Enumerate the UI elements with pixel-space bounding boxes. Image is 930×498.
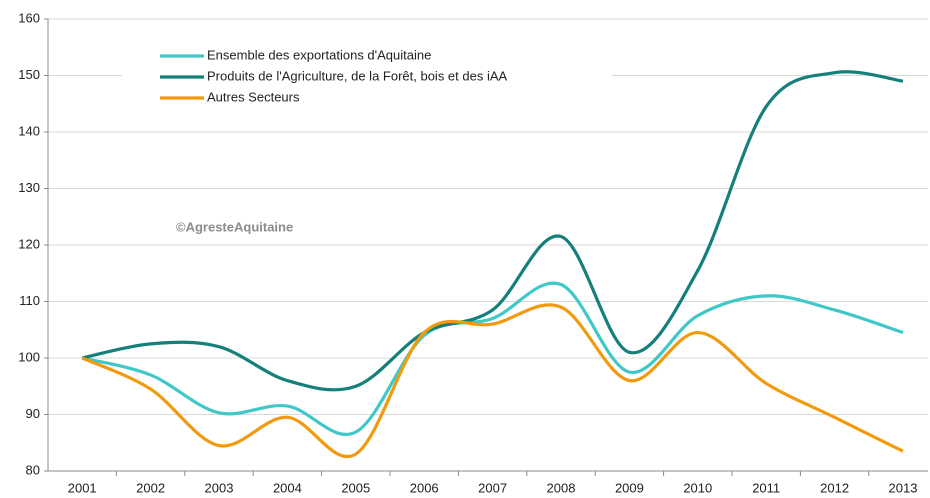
y-tick-label: 120: [18, 236, 40, 251]
legend-bg: [122, 40, 612, 118]
x-tick-label: 2002: [136, 480, 165, 495]
y-tick-label: 160: [18, 10, 40, 25]
y-tick-label: 110: [19, 293, 40, 308]
watermark: ©AgresteAquitaine: [176, 219, 293, 234]
x-tick-label: 2012: [820, 480, 849, 495]
x-tick-label: 2001: [68, 480, 97, 495]
line-series: [81, 281, 904, 436]
y-tick-label: 90: [26, 406, 40, 421]
x-tick-label: 2010: [683, 480, 712, 495]
x-tick-label: 2005: [341, 480, 370, 495]
y-tick-label: 150: [18, 67, 40, 82]
x-tick-label: 2011: [752, 480, 780, 495]
y-tick-label: 80: [26, 462, 40, 477]
x-tick-label: 2003: [205, 480, 234, 495]
legend-label: Ensemble des exportations d'Aquitaine: [207, 47, 431, 62]
x-tick-label: 2004: [273, 480, 302, 495]
y-tick-label: 130: [18, 180, 40, 195]
x-tick-label: 2006: [410, 480, 439, 495]
legend-label: Produits de l'Agriculture, de la Forêt, …: [207, 68, 508, 83]
x-tick-label: 2013: [889, 480, 918, 495]
plot: 80 90 100 110 120 130 140 150 160 2001 2002 2003 200…: [18, 10, 928, 495]
y-tick-label: 140: [18, 123, 40, 138]
line-series: [81, 70, 904, 392]
x-tick-label: 2009: [615, 480, 644, 495]
x-tick-label: 2008: [547, 480, 576, 495]
x-tick-label: 2007: [478, 480, 507, 495]
y-tick-label: 100: [18, 349, 40, 364]
line-series: [81, 303, 904, 459]
legend-label: Autres Secteurs: [207, 89, 300, 104]
